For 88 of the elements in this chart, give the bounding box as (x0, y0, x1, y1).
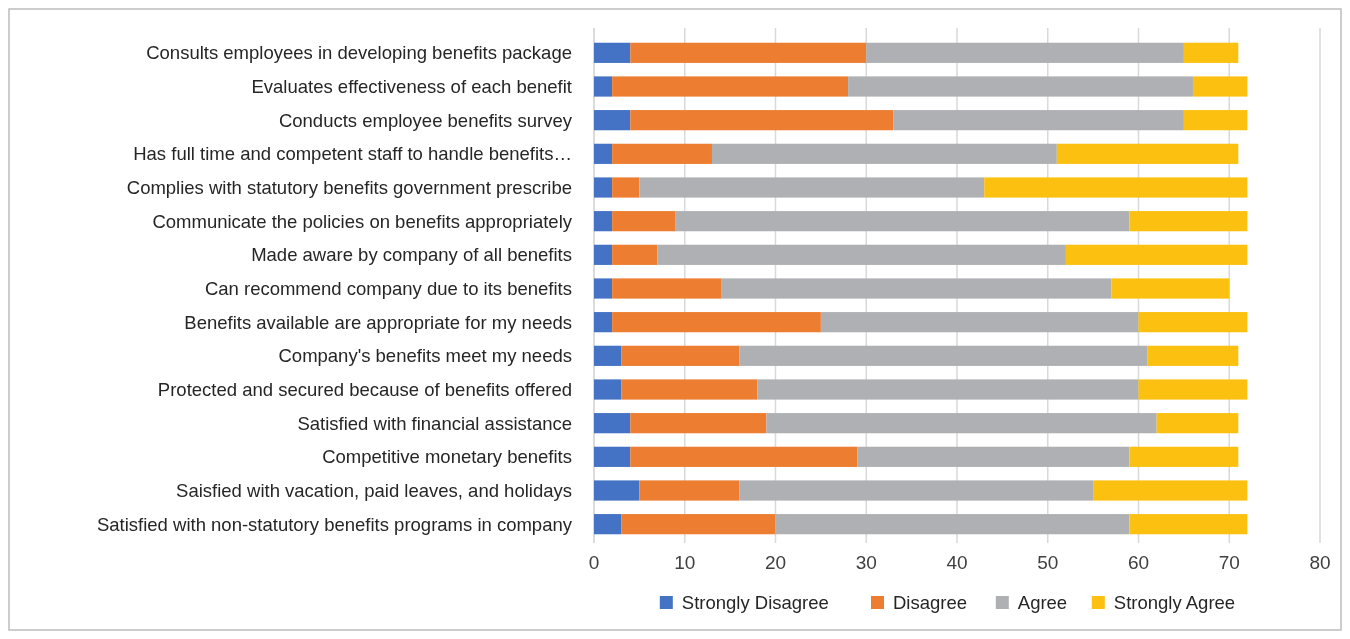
legend-label: Disagree (893, 592, 968, 614)
bar (711, 143, 1057, 164)
bar (1129, 514, 1248, 535)
y-tick-label: Complies with statutory benefits government prescribe (126, 176, 572, 198)
x-tick-label: 70 (1218, 552, 1240, 573)
legend-label: Strongly Agree (1113, 592, 1236, 614)
x-tick-label: 40 (946, 552, 968, 573)
bar (621, 514, 776, 535)
y-tick-label: Company's benefits meet my needs (278, 345, 572, 367)
bar (630, 446, 858, 467)
bar (639, 480, 740, 501)
bar (757, 379, 1139, 400)
bar (1129, 446, 1239, 467)
y-tick-label: Made aware by company of all benefits (251, 244, 572, 266)
bar (612, 244, 658, 265)
bar (612, 143, 712, 164)
bar (594, 446, 631, 467)
bar (820, 312, 1139, 333)
bar (621, 345, 740, 366)
bar (621, 379, 758, 400)
x-tick-label: 80 (1309, 552, 1331, 573)
bar (1147, 345, 1239, 366)
bar (594, 312, 613, 333)
bar (594, 143, 613, 164)
bar (612, 76, 849, 97)
bar (1129, 211, 1248, 232)
legend-label: Agree (1017, 592, 1068, 614)
bar (1138, 312, 1248, 333)
bar (612, 177, 640, 198)
bar (594, 514, 622, 535)
bar (612, 278, 722, 299)
bar (1138, 379, 1248, 400)
bar (984, 177, 1248, 198)
bar (1192, 76, 1248, 97)
y-tick-label: Communicate the policies on benefits appropriately (152, 210, 573, 232)
y-tick-label: Saisfied with vacation, paid leaves, and holidays (176, 479, 572, 501)
bar (1056, 143, 1239, 164)
y-tick-label: Has full time and competent staff to handle benefits… (133, 143, 572, 165)
bar (594, 211, 613, 232)
bar (594, 177, 613, 198)
x-tick-label: 30 (855, 552, 877, 573)
y-tick-label: Satisfied with financial assistance (297, 412, 572, 434)
bar (594, 244, 613, 265)
bar (594, 110, 631, 131)
x-tick-label: 10 (674, 552, 696, 573)
bar (848, 76, 1193, 97)
y-tick-label: Protected and secured because of benefits offered (157, 378, 572, 400)
bar (594, 345, 622, 366)
bar (766, 413, 1157, 434)
y-tick-label: Competitive monetary benefits (322, 446, 572, 468)
bar (630, 110, 894, 131)
y-tick-label: Satisfied with non-statutory benefits programs in company (96, 513, 573, 535)
y-tick-label: Conducts employee benefits survey (278, 109, 573, 131)
bar (594, 76, 613, 97)
bar (675, 211, 1130, 232)
bar (594, 480, 640, 501)
bar (630, 413, 767, 434)
y-tick-label: Benefits available are appropriate for my needs (184, 311, 572, 333)
bar (739, 480, 1094, 501)
legend-label: Strongly Disagree (681, 592, 829, 614)
bar (739, 345, 1148, 366)
bar (866, 42, 1184, 63)
bar (657, 244, 1066, 265)
bar (1093, 480, 1248, 501)
bar (639, 177, 985, 198)
bar (857, 446, 1130, 467)
bar (594, 42, 631, 63)
x-tick-label: 50 (1037, 552, 1059, 573)
bar (1065, 244, 1248, 265)
y-tick-label: Can recommend company due to its benefits (204, 277, 572, 299)
x-tick-label: 60 (1127, 552, 1150, 573)
x-tick-label: 0 (588, 552, 600, 573)
bar (612, 211, 676, 232)
bar (612, 312, 821, 333)
bar (1156, 413, 1239, 434)
bar (1183, 110, 1248, 131)
bar (630, 42, 867, 63)
bar (721, 278, 1112, 299)
bar (594, 379, 622, 400)
x-tick-label: 20 (764, 552, 787, 573)
bar (775, 514, 1130, 535)
bar (893, 110, 1184, 131)
y-tick-label: Consults employees in developing benefits package (146, 42, 572, 64)
bar (1183, 42, 1239, 63)
bar (594, 278, 613, 299)
bar (1111, 278, 1230, 299)
y-tick-label: Evaluates effectiveness of each benefit (251, 75, 572, 97)
bar (594, 413, 631, 434)
